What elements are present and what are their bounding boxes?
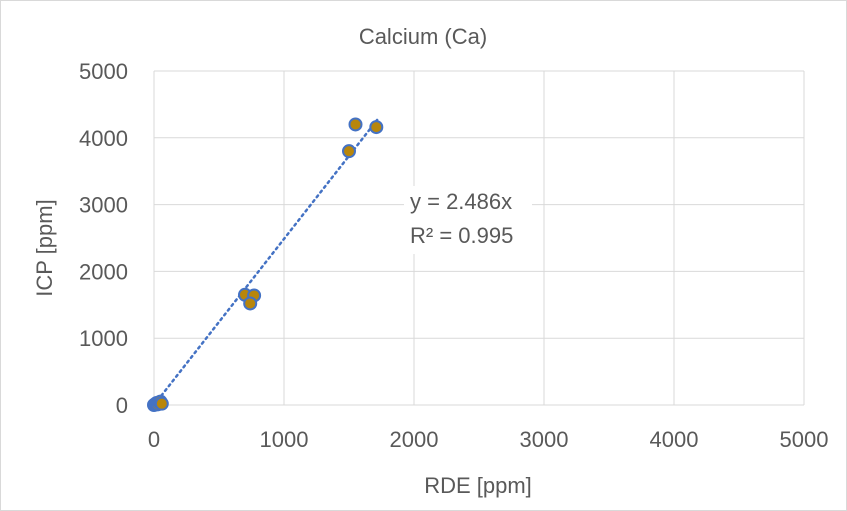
x-tick-label: 3000 [520, 427, 569, 452]
x-tick-label: 2000 [390, 427, 439, 452]
x-tick-label: 0 [148, 427, 160, 452]
data-points [147, 117, 384, 412]
data-point [342, 144, 356, 159]
x-tick-label: 1000 [260, 427, 309, 452]
data-point [348, 117, 363, 132]
y-tick-label: 3000 [79, 193, 128, 218]
y-tick-label: 4000 [79, 126, 128, 151]
data-point [243, 296, 258, 311]
data-point [154, 396, 169, 411]
trendline-equation: y = 2.486x [410, 189, 512, 214]
x-tick-labels: 0 1000 2000 3000 4000 5000 [148, 427, 829, 452]
trendline [152, 118, 379, 407]
y-tick-label: 1000 [79, 326, 128, 351]
data-point [369, 120, 384, 135]
r-squared-label: R² = 0.995 [410, 223, 513, 248]
y-tick-labels: 0 1000 2000 3000 4000 5000 [79, 59, 128, 418]
y-tick-label: 0 [116, 393, 128, 418]
x-tick-label: 5000 [780, 427, 829, 452]
x-tick-label: 4000 [650, 427, 699, 452]
y-tick-label: 2000 [79, 259, 128, 284]
annotation-background [404, 186, 532, 254]
x-axis-label: RDE [ppm] [424, 473, 532, 498]
y-tick-label: 5000 [79, 59, 128, 84]
y-axis-label: ICP [ppm] [32, 199, 57, 296]
chart-title: Calcium (Ca) [359, 24, 487, 49]
